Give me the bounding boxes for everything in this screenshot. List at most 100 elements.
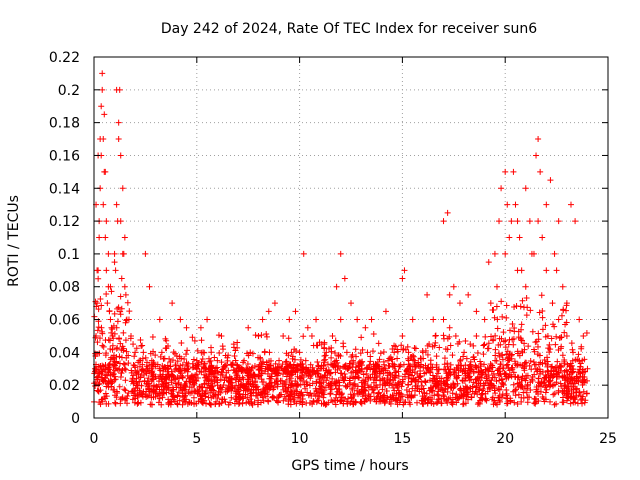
- data-point: [563, 367, 570, 374]
- data-point: [320, 388, 327, 395]
- data-point: [118, 354, 125, 361]
- data-point: [535, 382, 542, 389]
- data-point: [179, 373, 186, 380]
- data-point: [518, 398, 525, 405]
- data-point: [522, 185, 529, 192]
- data-point: [493, 283, 500, 290]
- data-point: [109, 342, 116, 349]
- data-point: [450, 380, 457, 387]
- data-point: [130, 372, 137, 379]
- data-point: [421, 377, 428, 384]
- data-point: [479, 395, 486, 402]
- data-point: [544, 363, 551, 370]
- data-point: [395, 387, 402, 394]
- data-point: [420, 355, 427, 362]
- data-point: [228, 362, 235, 369]
- data-point: [513, 362, 520, 369]
- data-point: [456, 300, 463, 307]
- data-point: [262, 368, 269, 375]
- data-point: [134, 382, 141, 389]
- data-point: [357, 350, 364, 357]
- data-point: [551, 381, 558, 388]
- data-point: [169, 357, 176, 364]
- data-point: [498, 298, 505, 305]
- data-point: [166, 355, 173, 362]
- data-point: [380, 358, 387, 365]
- data-point: [418, 397, 425, 404]
- data-point: [146, 283, 153, 290]
- data-point: [328, 386, 335, 393]
- data-point: [280, 332, 287, 339]
- data-point: [456, 394, 463, 401]
- data-point: [548, 335, 555, 342]
- data-point: [471, 390, 478, 397]
- data-point: [352, 346, 359, 353]
- data-point: [576, 357, 583, 364]
- data-point: [232, 390, 239, 397]
- data-point: [516, 234, 523, 241]
- data-point: [563, 332, 570, 339]
- data-point: [230, 341, 237, 348]
- data-point: [165, 381, 172, 388]
- data-point: [494, 367, 501, 374]
- data-point: [356, 374, 363, 381]
- data-point: [113, 358, 120, 365]
- data-point: [233, 396, 240, 403]
- y-tick-label: 0.14: [49, 181, 80, 197]
- data-point: [313, 399, 320, 406]
- data-point: [564, 383, 571, 390]
- data-point: [282, 369, 289, 376]
- data-point: [559, 374, 566, 381]
- data-point: [208, 371, 215, 378]
- data-point: [112, 267, 119, 274]
- data-point: [304, 389, 311, 396]
- data-point: [449, 352, 456, 359]
- data-point: [259, 316, 266, 323]
- data-point: [354, 369, 361, 376]
- data-point: [102, 390, 109, 397]
- data-point: [159, 394, 166, 401]
- data-point: [117, 152, 124, 159]
- data-point: [482, 333, 489, 340]
- data-point: [134, 392, 141, 399]
- data-point: [445, 371, 452, 378]
- data-point: [364, 382, 371, 389]
- data-point: [465, 389, 472, 396]
- data-point: [546, 341, 553, 348]
- data-point: [211, 376, 218, 383]
- data-point: [480, 351, 487, 358]
- data-point: [382, 380, 389, 387]
- data-point: [206, 400, 213, 407]
- data-point: [330, 363, 337, 370]
- data-point: [115, 136, 122, 143]
- data-point: [313, 316, 320, 323]
- data-point: [336, 389, 343, 396]
- data-point: [255, 366, 262, 373]
- data-point: [236, 383, 243, 390]
- data-point: [545, 381, 552, 388]
- data-point: [574, 385, 581, 392]
- data-point: [99, 398, 106, 405]
- data-point: [440, 378, 447, 385]
- data-point: [424, 364, 431, 371]
- data-point: [251, 363, 258, 370]
- data-point: [201, 380, 208, 387]
- data-point: [409, 369, 416, 376]
- data-point: [561, 390, 568, 397]
- data-point: [341, 371, 348, 378]
- data-point: [503, 400, 510, 407]
- data-point: [444, 388, 451, 395]
- data-point: [293, 400, 300, 407]
- data-point: [348, 300, 354, 307]
- data-point: [552, 341, 559, 348]
- data-point: [176, 353, 183, 360]
- data-point: [112, 399, 119, 406]
- data-point: [236, 399, 243, 406]
- data-point: [348, 394, 355, 401]
- data-point: [164, 384, 171, 391]
- data-point: [399, 376, 406, 383]
- data-point: [453, 391, 460, 398]
- data-point: [132, 395, 139, 402]
- data-point: [524, 382, 531, 389]
- data-point: [264, 391, 271, 398]
